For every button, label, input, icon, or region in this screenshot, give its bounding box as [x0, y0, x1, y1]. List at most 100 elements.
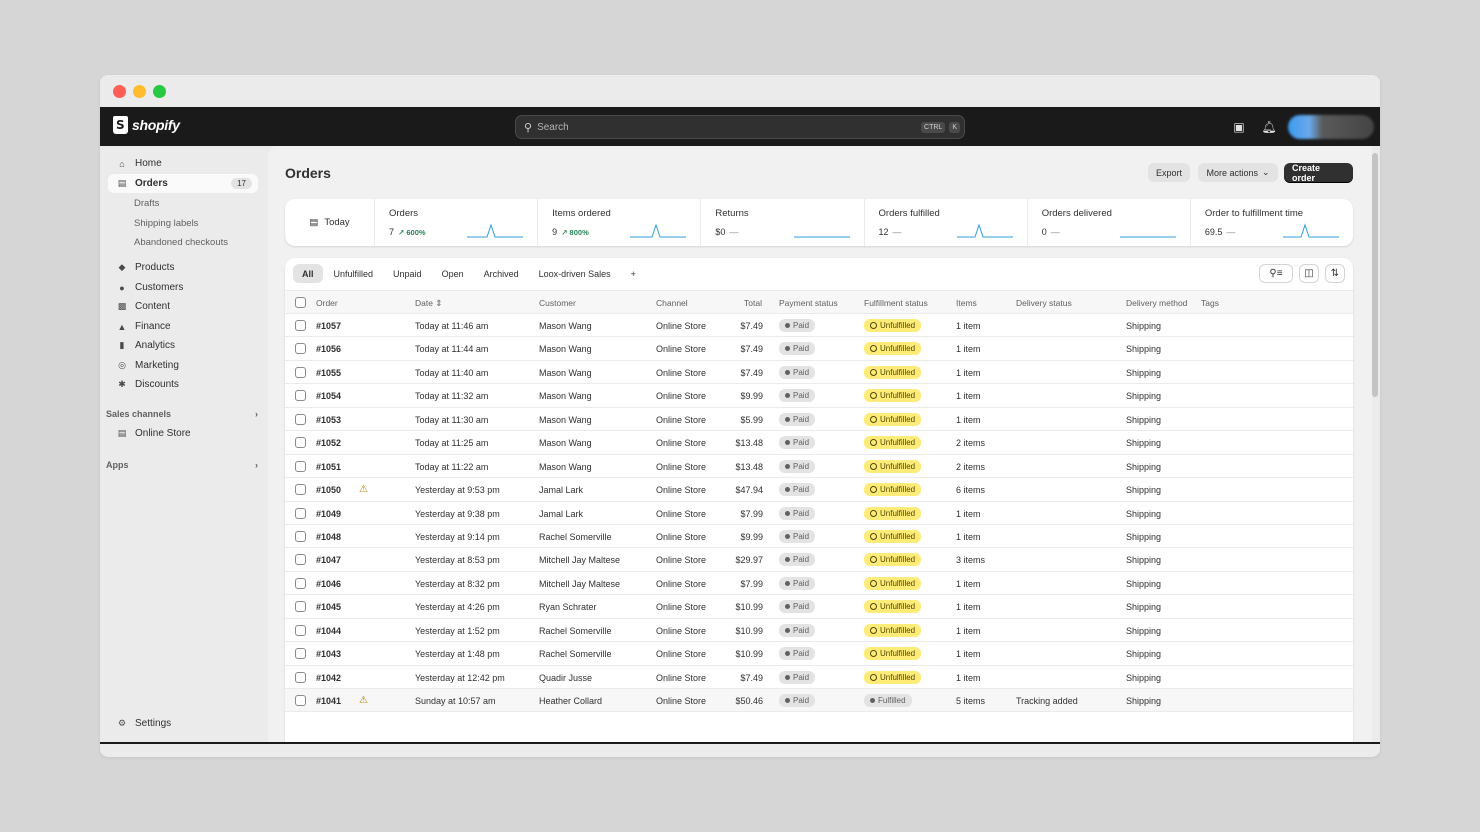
column-header-total[interactable]: Total [744, 298, 762, 308]
column-header-channel[interactable]: Channel [656, 298, 688, 308]
sidebar-item-content[interactable]: ▩ Content [108, 297, 258, 316]
row-checkbox[interactable] [295, 460, 306, 472]
order-customer[interactable]: Mason Wang [539, 367, 592, 378]
table-row[interactable]: #1054 Today at 11:32 am Mason Wang Online S… [285, 384, 1353, 408]
column-header-delivery-status[interactable]: Delivery status [1016, 298, 1072, 308]
sidebar-subitem-abandoned-checkouts[interactable]: Abandoned checkouts [134, 237, 229, 248]
add-view-button[interactable]: + [630, 268, 636, 279]
metric-card[interactable]: Orders 7 ↗ 600% [375, 199, 539, 246]
metric-card[interactable]: Order to fulfillment time 69.5— [1191, 199, 1353, 246]
select-all-checkbox[interactable] [295, 297, 306, 308]
table-row[interactable]: #1049 Yesterday at 9:38 pm Jamal Lark Onlin… [285, 502, 1353, 525]
order-customer[interactable]: Rachel Somerville [539, 625, 612, 636]
sidebar-item-marketing[interactable]: ◎ Marketing [108, 356, 258, 375]
row-checkbox[interactable] [295, 413, 306, 425]
apps-header[interactable]: Apps › [106, 460, 258, 470]
export-button[interactable]: Export [1148, 163, 1191, 182]
row-checkbox[interactable] [295, 601, 306, 613]
warning-icon[interactable]: ⚠ [359, 484, 368, 496]
column-header-order[interactable]: Order [316, 298, 338, 308]
order-number[interactable]: #1049 [316, 508, 342, 519]
metric-card[interactable]: Returns $0— [701, 199, 865, 246]
more-actions-button[interactable]: More actions ⌄ [1198, 163, 1278, 182]
row-checkbox[interactable] [295, 320, 306, 331]
column-header-payment-status[interactable]: Payment status [779, 298, 838, 308]
row-checkbox[interactable] [295, 624, 306, 636]
order-customer[interactable]: Mason Wang [539, 438, 592, 449]
close-window-button[interactable] [113, 85, 126, 98]
order-number[interactable]: #1047 [316, 555, 342, 566]
order-number[interactable]: #1048 [316, 531, 342, 542]
order-number[interactable]: #1057 [316, 321, 342, 331]
order-number[interactable]: #1046 [316, 578, 342, 589]
column-header-delivery-method[interactable]: Delivery method [1126, 298, 1188, 308]
page-scrollbar[interactable] [1372, 153, 1378, 397]
order-number[interactable]: #1043 [316, 649, 342, 660]
column-header-tags[interactable]: Tags [1201, 298, 1219, 308]
table-row[interactable]: #1050 Yesterday at 9:53 pm Jamal Lark Onlin… [285, 478, 1353, 502]
order-number[interactable]: #1045 [316, 602, 342, 613]
inbox-icon[interactable]: ▣ [1233, 119, 1245, 134]
order-customer[interactable]: Rachel Somerville [539, 531, 612, 542]
row-checkbox[interactable] [295, 507, 306, 519]
row-checkbox[interactable] [295, 530, 306, 542]
row-checkbox[interactable] [295, 695, 306, 706]
order-customer[interactable]: Ryan Schrater [539, 602, 597, 613]
order-customer[interactable]: Mitchell Jay Maltese [539, 578, 621, 589]
sidebar-item-orders[interactable]: ▤ Orders 17 [108, 174, 258, 193]
table-row[interactable]: #1057 Today at 11:46 am Mason Wang Online S… [285, 314, 1353, 338]
table-row[interactable]: #1045 Yesterday at 4:26 pm Ryan Schrater On… [285, 595, 1353, 619]
sidebar-item-finance[interactable]: ▲ Finance [108, 317, 258, 336]
tab-unfulfilled[interactable]: Unfulfilled [333, 268, 374, 279]
table-row[interactable]: #1051 Today at 11:22 am Mason Wang Online S… [285, 455, 1353, 479]
order-number[interactable]: #1056 [316, 344, 342, 355]
sidebar-item-analytics[interactable]: ▮ Analytics [108, 336, 258, 355]
order-number[interactable]: #1042 [316, 672, 342, 683]
search-bar[interactable]: ⚲ CTRL K [515, 115, 965, 139]
row-checkbox[interactable] [295, 343, 306, 355]
metric-card[interactable]: Orders fulfilled 12— [865, 199, 1028, 246]
row-checkbox[interactable] [295, 390, 306, 402]
order-customer[interactable]: Mitchell Jay Maltese [539, 555, 621, 566]
table-row[interactable]: #1047 Yesterday at 8:53 pm Mitchell Jay Ma… [285, 548, 1353, 572]
maximize-window-button[interactable] [153, 85, 166, 98]
order-number[interactable]: #1053 [316, 414, 342, 425]
order-number[interactable]: #1054 [316, 391, 342, 402]
sidebar-subitem-drafts[interactable]: Drafts [134, 198, 160, 209]
table-row[interactable]: #1044 Yesterday at 1:52 pm Rachel Somervil… [285, 619, 1353, 643]
column-header-date[interactable]: Date ⇕ [415, 298, 442, 309]
order-customer[interactable]: Mason Wang [539, 321, 592, 331]
row-checkbox[interactable] [295, 366, 306, 378]
order-customer[interactable]: Jamal Lark [539, 508, 584, 519]
sidebar-item-home[interactable]: ⌂ Home [108, 154, 258, 173]
shopify-logo[interactable]: shopify [113, 116, 180, 134]
column-header-items[interactable]: Items [956, 298, 977, 308]
account-menu-avatar[interactable] [1288, 114, 1374, 139]
sidebar-item-products[interactable]: ◆ Products [108, 258, 258, 277]
table-row[interactable]: #1043 Yesterday at 1:48 pm Rachel Somervil… [285, 642, 1353, 666]
bell-icon[interactable]: 🔔︎ [1261, 119, 1277, 134]
order-customer[interactable]: Quadir Jusse [539, 672, 593, 683]
order-number[interactable]: #1051 [316, 461, 342, 472]
sidebar-item-online-store[interactable]: ▤ Online Store [108, 424, 258, 443]
order-customer[interactable]: Mason Wang [539, 344, 592, 355]
table-row[interactable]: #1042 Yesterday at 12:42 pm Quadir Jusse On… [285, 666, 1353, 689]
tab-unpaid[interactable]: Unpaid [393, 268, 422, 279]
table-row[interactable]: #1056 Today at 11:44 am Mason Wang Online S… [285, 337, 1353, 361]
table-row[interactable]: #1041 Sunday at 10:57 am Heather Collard On… [285, 689, 1353, 713]
order-customer[interactable]: Mason Wang [539, 391, 592, 402]
table-row[interactable]: #1055 Today at 11:40 am Mason Wang Online S… [285, 361, 1353, 385]
order-number[interactable]: #1055 [316, 367, 342, 378]
order-customer[interactable]: Mason Wang [539, 461, 592, 472]
metric-card[interactable]: Orders delivered 0— [1028, 199, 1191, 246]
sales-channels-header[interactable]: Sales channels › [106, 409, 258, 419]
tab-open[interactable]: Open [441, 268, 464, 279]
table-row[interactable]: #1048 Yesterday at 9:14 pm Rachel Somervil… [285, 525, 1353, 549]
row-checkbox[interactable] [295, 671, 306, 683]
column-header-customer[interactable]: Customer [539, 298, 576, 308]
tab-all[interactable]: All [293, 264, 323, 283]
column-header-fulfillment-status[interactable]: Fulfillment status [864, 298, 928, 308]
minimize-window-button[interactable] [133, 85, 146, 98]
order-number[interactable]: #1052 [316, 438, 342, 449]
row-checkbox[interactable] [295, 577, 306, 589]
